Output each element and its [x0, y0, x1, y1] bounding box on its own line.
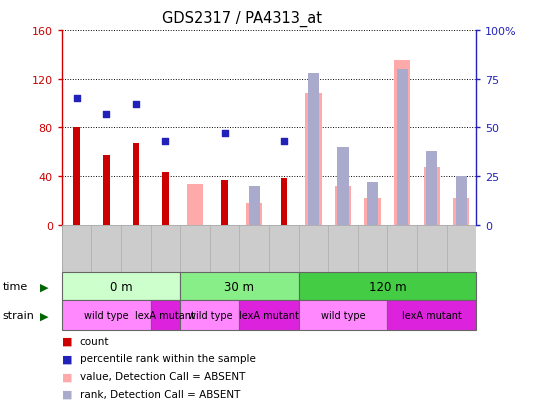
Bar	[246, 203, 263, 225]
Bar	[62, 273, 180, 301]
Point	[131, 102, 140, 108]
Text: rank, Detection Call = ABSENT: rank, Detection Call = ABSENT	[80, 389, 240, 399]
Bar	[162, 173, 169, 225]
Text: wild type: wild type	[84, 311, 129, 320]
Bar	[73, 128, 80, 225]
Bar	[239, 301, 299, 330]
Text: ■: ■	[62, 371, 73, 381]
Text: 0 m: 0 m	[110, 280, 132, 293]
Bar	[62, 301, 151, 330]
Bar	[151, 301, 180, 330]
Text: time: time	[3, 282, 28, 292]
Bar	[103, 156, 110, 225]
Bar	[187, 185, 203, 225]
Text: count: count	[80, 336, 109, 346]
Bar	[456, 177, 467, 225]
Bar	[132, 144, 139, 225]
Bar	[367, 183, 378, 225]
Bar	[394, 61, 410, 225]
Text: value, Detection Call = ABSENT: value, Detection Call = ABSENT	[80, 371, 245, 381]
Bar	[337, 147, 349, 225]
Point	[220, 131, 229, 137]
Bar	[364, 198, 381, 225]
Text: ▶: ▶	[40, 282, 49, 292]
Text: wild type: wild type	[188, 311, 232, 320]
Text: ■: ■	[62, 336, 73, 346]
Text: strain: strain	[3, 311, 34, 320]
Point	[102, 111, 110, 118]
Bar	[423, 168, 440, 225]
Point	[279, 138, 288, 145]
Bar	[299, 273, 476, 301]
Text: ■: ■	[62, 354, 73, 363]
Bar	[453, 198, 470, 225]
Bar	[397, 70, 408, 225]
Text: 30 m: 30 m	[224, 280, 254, 293]
Text: lexA mutant: lexA mutant	[239, 311, 299, 320]
Text: wild type: wild type	[321, 311, 365, 320]
Bar	[299, 301, 387, 330]
Bar	[221, 180, 228, 225]
Point	[161, 138, 169, 145]
Bar	[180, 273, 299, 301]
Bar	[387, 301, 476, 330]
Bar	[180, 301, 239, 330]
Bar	[305, 94, 322, 225]
Text: percentile rank within the sample: percentile rank within the sample	[80, 354, 256, 363]
Point	[72, 95, 81, 102]
Bar	[308, 74, 319, 225]
Bar	[426, 151, 437, 225]
Text: ▶: ▶	[40, 311, 49, 320]
Text: GDS2317 / PA4313_at: GDS2317 / PA4313_at	[162, 10, 322, 26]
Text: ■: ■	[62, 389, 73, 399]
Bar	[280, 179, 287, 225]
Bar	[249, 186, 260, 225]
Text: lexA mutant: lexA mutant	[136, 311, 195, 320]
Text: 120 m: 120 m	[369, 280, 406, 293]
Bar	[335, 186, 351, 225]
Text: lexA mutant: lexA mutant	[402, 311, 462, 320]
